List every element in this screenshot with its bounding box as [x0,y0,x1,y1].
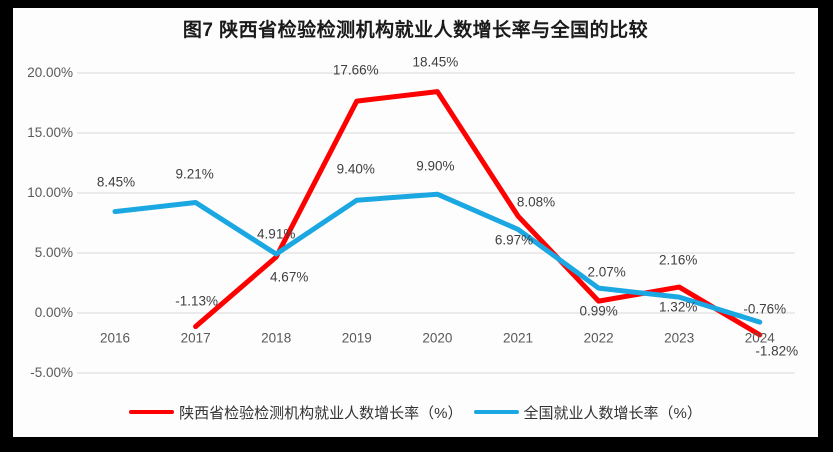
chart-title: 图7 陕西省检验检测机构就业人数增长率与全国的比较 [182,20,649,41]
legend-item-shaanxi: 陕西省检验检测机构就业人数增长率（%） [129,402,463,423]
legend-label-shaanxi: 陕西省检验检测机构就业人数增长率（%） [179,404,463,422]
legend-label-national: 全国就业人数增长率（%） [523,404,702,422]
legend-item-national: 全国就业人数增长率（%） [473,402,702,423]
legend-swatch-shaanxi [129,409,175,415]
series-line-national [112,191,763,325]
series-line-shaanxi [193,89,763,338]
chart-canvas [13,8,818,437]
legend-swatch-national [473,409,519,415]
chart-legend: 陕西省检验检测机构就业人数增长率（%） 全国就业人数增长率（%） [13,402,818,422]
